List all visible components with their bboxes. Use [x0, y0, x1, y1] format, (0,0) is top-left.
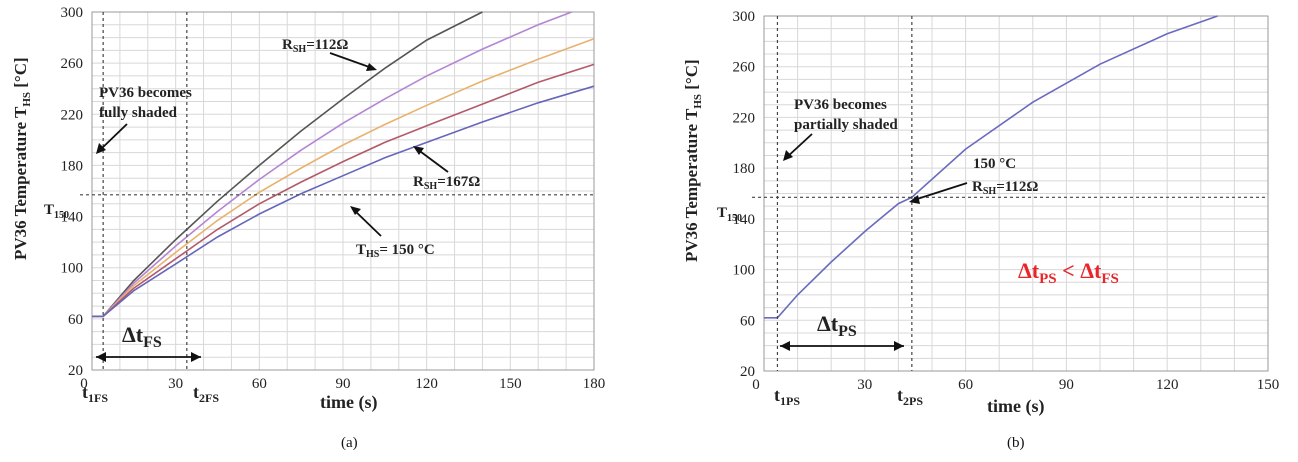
chart-b-series: [764, 15, 1218, 319]
chart-b-shaded-arrow: [783, 133, 813, 161]
x-tick-label: 150: [1257, 377, 1280, 393]
x-tick-label: 30: [857, 377, 872, 393]
chart-b-delta-label: ΔtPS: [817, 311, 857, 340]
y-tick-label: 220: [733, 110, 756, 126]
x-tick-label: 30: [168, 376, 183, 392]
y-tick-label: 140: [733, 212, 756, 228]
chart-a-shaded-arrow: [96, 123, 128, 154]
chart-b-x-ticks: 0 30 60 90 120 150: [752, 377, 1279, 393]
x-tick-label: 120: [1156, 377, 1179, 393]
chart-a-t2-label: t2FS: [193, 382, 219, 405]
y-tick-label: 100: [61, 261, 84, 277]
chart-b-point-arrow: [909, 182, 968, 204]
series-line: [92, 63, 595, 318]
chart-a-rsh-bottom-arrow: [413, 146, 449, 173]
y-tick-label: 220: [61, 107, 84, 123]
y-tick-label: 300: [733, 9, 756, 25]
x-tick-label: 0: [80, 376, 88, 392]
y-tick-label: 20: [740, 364, 755, 380]
chart-a-delta-arrow: [96, 352, 201, 362]
chart-a-grid: [91, 11, 595, 371]
y-tick-label: 260: [733, 60, 756, 76]
y-tick-label: 300: [61, 5, 84, 21]
chart-a-caption: (a): [341, 435, 358, 451]
chart-b-rsh-label: RSH=112Ω: [972, 179, 1038, 197]
series-line: [764, 15, 1218, 319]
chart-b-x-axis-label: time (s): [987, 396, 1044, 417]
chart-b-y-axis-label: PV36 Temperature THS [°C]: [682, 59, 704, 262]
chart-b-t150-label: T150: [717, 205, 742, 224]
chart-b-point-label: 150 °C: [973, 156, 1016, 172]
x-tick-label: 120: [415, 376, 438, 392]
chart-a-ths-label: THS= 150 °C: [356, 242, 435, 260]
chart-a-y-axis-label: PV36 Temperature THS [°C]: [11, 57, 33, 260]
chart-a-ths-arrow: [350, 206, 382, 237]
x-tick-label: 0: [752, 377, 760, 393]
chart-b-comparison-label: ΔtPS < ΔtFS: [1018, 258, 1119, 287]
x-tick-label: 90: [336, 376, 351, 392]
chart-a-t1-label: t1FS: [82, 382, 108, 405]
x-tick-label: 60: [252, 376, 267, 392]
y-tick-label: 100: [733, 263, 756, 279]
y-tick-label: 140: [61, 210, 84, 226]
chart-b: 20 60 100 140 180 220 260 300 0 30 60 90 120 150 PV3…: [682, 9, 1279, 451]
chart-b-frame: [763, 15, 1269, 372]
chart-a-x-axis-label: time (s): [320, 392, 377, 413]
y-tick-label: 60: [740, 313, 755, 329]
y-tick-label: 180: [733, 161, 756, 177]
y-tick-label: 180: [61, 158, 84, 174]
x-tick-label: 180: [583, 376, 606, 392]
chart-b-caption: (b): [1007, 435, 1025, 451]
chart-b-t1-label: t1PS: [774, 385, 800, 408]
chart-a-x-ticks: 0 30 60 90 120 150 180: [80, 376, 605, 392]
chart-a-shaded-note-line1: PV36 becomes: [99, 85, 192, 101]
series-line: [92, 11, 483, 318]
y-tick-label: 260: [61, 56, 84, 72]
chart-b-t2-label: t2PS: [897, 385, 923, 408]
y-tick-label: 20: [68, 363, 83, 379]
chart-a-t150-label: T150: [44, 202, 69, 221]
chart-a-series: [92, 11, 595, 318]
chart-a-rsh-top-label: RSH=112Ω: [282, 37, 348, 55]
x-tick-label: 150: [499, 376, 522, 392]
chart-a-rsh-bottom-label: RSH=167Ω: [413, 174, 480, 192]
chart-b-shaded-note-line2: partially shaded: [794, 117, 898, 133]
chart-a-y-ticks: 20 60 100 140 180 220 260 300: [61, 5, 84, 379]
chart-a-frame: [91, 11, 595, 371]
y-tick-label: 60: [68, 312, 83, 328]
chart-a-rsh-top-arrow: [329, 52, 377, 71]
chart-b-grid: [763, 15, 1269, 372]
series-line: [92, 11, 572, 318]
chart-a-shaded-note-line2: fully shaded: [99, 105, 178, 121]
series-line: [92, 38, 595, 318]
x-tick-label: 60: [958, 377, 973, 393]
chart-a-delta-label: ΔtFS: [122, 322, 162, 351]
series-line: [92, 85, 595, 318]
chart-b-shaded-note-line1: PV36 becomes: [794, 97, 887, 113]
chart-b-y-ticks: 20 60 100 140 180 220 260 300: [733, 9, 756, 380]
x-tick-label: 90: [1059, 377, 1074, 393]
chart-b-delta-arrow: [780, 341, 904, 351]
